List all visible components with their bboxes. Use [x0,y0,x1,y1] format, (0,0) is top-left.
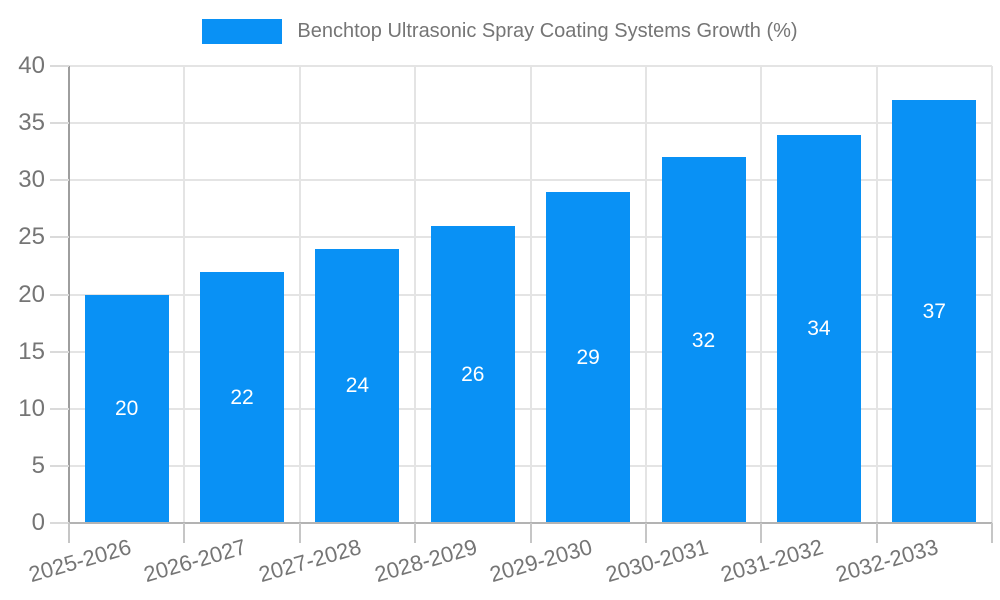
y-axis-label: 30 [18,166,45,194]
v-gridline [529,66,532,523]
bar[interactable]: 26 [430,225,515,523]
bar-value-label: 20 [115,397,139,421]
y-axis-label: 15 [18,337,45,365]
y-tick [50,407,69,410]
y-tick [50,122,69,125]
bar-value-label: 24 [345,374,370,398]
v-gridline [298,66,301,523]
bar-value-label: 32 [691,328,716,352]
x-tick [529,523,532,543]
v-gridline [991,66,993,523]
v-gridline [760,66,763,523]
v-gridline [414,66,417,523]
v-gridline [875,66,878,523]
y-axis-label: 10 [18,394,45,422]
bar-value-label: 34 [807,317,831,341]
bar-value-label: 26 [461,362,485,386]
x-tick [68,523,70,543]
x-tick [760,523,763,543]
y-tick [50,350,69,353]
v-gridline [644,66,647,523]
bar[interactable]: 24 [315,248,400,523]
x-tick [183,523,186,543]
y-axis-label: 0 [31,509,45,536]
y-tick [50,179,69,182]
bar[interactable]: 34 [776,134,861,523]
y-tick [50,236,69,239]
bar-value-label: 29 [576,345,600,369]
bar[interactable]: 32 [661,157,746,523]
x-tick [991,523,993,543]
y-axis-label: 20 [18,280,45,308]
legend-swatch [202,18,283,44]
x-tick [644,523,647,543]
bar[interactable]: 22 [200,271,285,523]
x-tick [875,523,878,543]
y-axis-label: 35 [18,109,45,137]
y-axis-label: 25 [18,223,45,251]
bar[interactable]: 20 [84,294,169,523]
y-axis-line [68,66,70,543]
v-gridline [183,66,186,523]
plot-area: 20 22 24 26 29 32 34 37 [69,65,993,523]
x-tick [414,523,417,543]
bar-value-label: 37 [922,300,946,324]
y-tick [50,522,69,524]
y-axis-label: 40 [18,52,45,79]
bar[interactable]: 37 [892,100,977,523]
y-tick [50,464,69,467]
bar-value-label: 22 [230,385,254,409]
legend-label: Benchtop Ultrasonic Spray Coating System… [297,19,798,42]
bar[interactable]: 29 [546,191,631,523]
chart-legend[interactable]: Benchtop Ultrasonic Spray Coating System… [0,16,1000,46]
y-axis-label: 5 [31,451,45,479]
y-tick [50,293,69,296]
x-tick [298,523,301,543]
y-tick [50,65,69,67]
